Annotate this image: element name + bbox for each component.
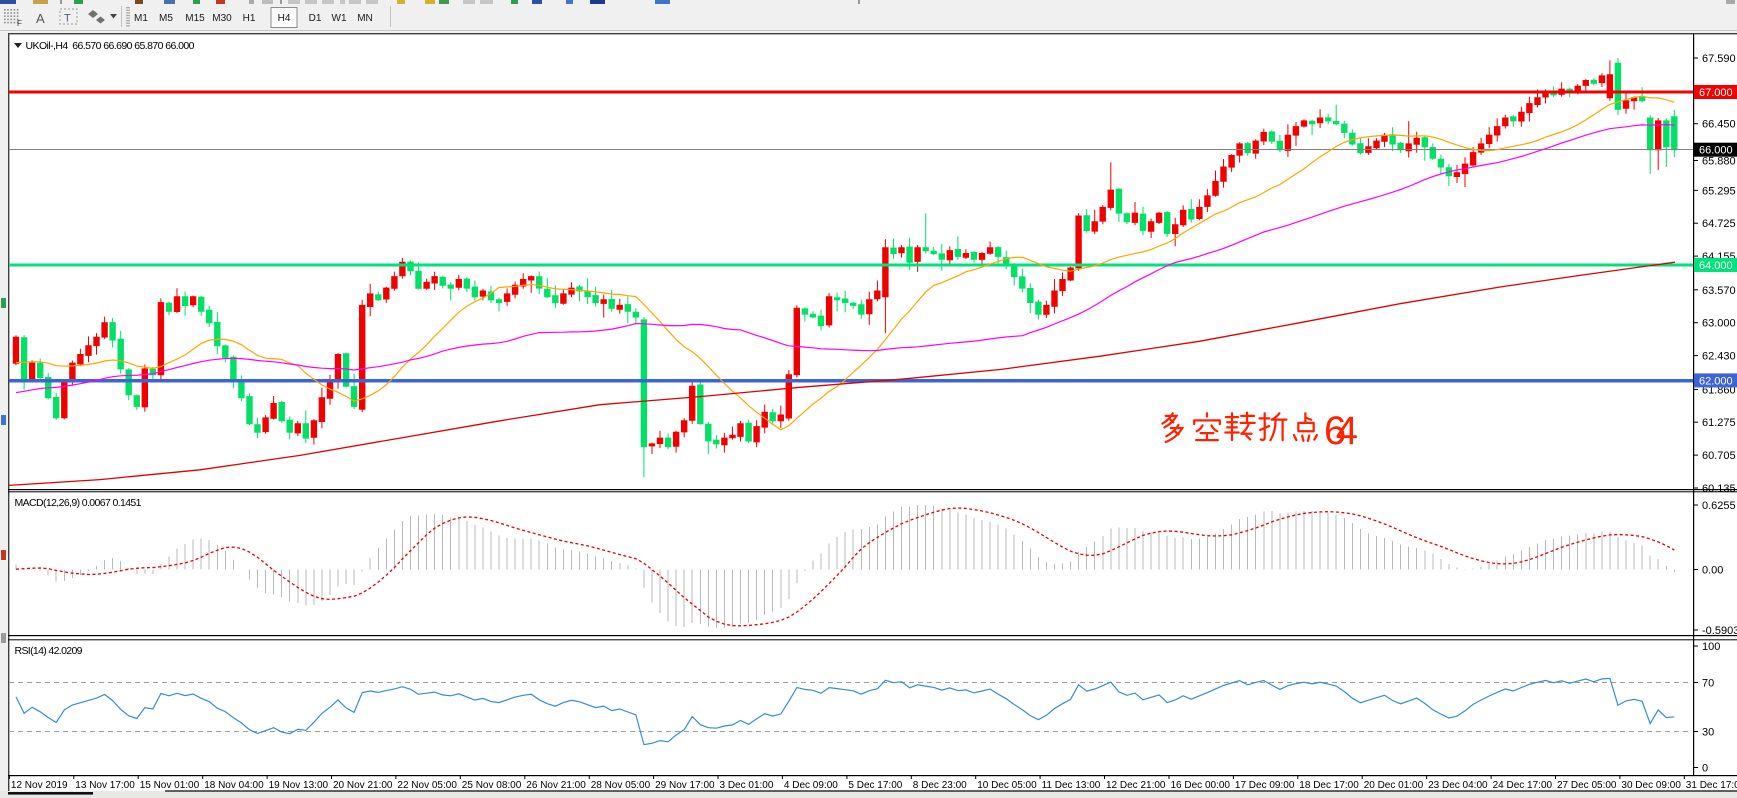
svg-text:12 Dec 21:00: 12 Dec 21:00 (1106, 780, 1166, 791)
svg-text:22 Nov 05:00: 22 Nov 05:00 (397, 780, 457, 791)
svg-text:64.725: 64.725 (1702, 218, 1736, 230)
svg-text:18 Nov 04:00: 18 Nov 04:00 (204, 780, 264, 791)
svg-text:20 Dec 01:00: 20 Dec 01:00 (1364, 780, 1424, 791)
svg-text:67.000: 67.000 (1699, 87, 1733, 99)
svg-text:RSI(14) 42.0209: RSI(14) 42.0209 (15, 645, 83, 657)
svg-text:13 Nov 17:00: 13 Nov 17:00 (75, 780, 135, 791)
svg-text:0.00: 0.00 (1702, 565, 1723, 577)
svg-text:5 Dec 17:00: 5 Dec 17:00 (848, 780, 902, 791)
svg-text:61.275: 61.275 (1702, 417, 1736, 429)
svg-text:0: 0 (1702, 763, 1708, 775)
svg-text:H1: H1 (243, 13, 256, 24)
svg-text:10 Dec 05:00: 10 Dec 05:00 (977, 780, 1037, 791)
svg-text:66.000: 66.000 (1699, 145, 1733, 157)
svg-text:63.000: 63.000 (1702, 318, 1736, 330)
svg-text:8 Dec 23:00: 8 Dec 23:00 (913, 780, 967, 791)
svg-text:11 Dec 13:00: 11 Dec 13:00 (1042, 780, 1101, 791)
svg-text:25 Nov 08:00: 25 Nov 08:00 (462, 780, 522, 791)
svg-text:60.135: 60.135 (1702, 483, 1736, 495)
svg-text:0.6255: 0.6255 (1702, 500, 1736, 512)
svg-text:4 Dec 09:00: 4 Dec 09:00 (784, 780, 838, 791)
svg-text:66.450: 66.450 (1702, 119, 1736, 131)
svg-text:28 Nov 05:00: 28 Nov 05:00 (591, 780, 651, 791)
svg-text:20 Nov 21:00: 20 Nov 21:00 (333, 780, 393, 791)
svg-text:W1: W1 (332, 13, 347, 24)
svg-text:30 Dec 09:00: 30 Dec 09:00 (1621, 780, 1681, 791)
svg-text:MN: MN (357, 13, 373, 24)
svg-text:23 Dec 04:00: 23 Dec 04:00 (1428, 780, 1488, 791)
svg-text:UKOil-,H4 66.570 66.690 65.87: UKOil-,H4 66.570 66.690 65.870 66.000 (26, 40, 195, 52)
svg-text:30: 30 (1702, 727, 1714, 739)
svg-text:3 Dec 01:00: 3 Dec 01:00 (720, 780, 774, 791)
svg-text:19 Nov 13:00: 19 Nov 13:00 (269, 780, 329, 791)
svg-text:62.000: 62.000 (1699, 375, 1733, 387)
svg-text:A: A (36, 11, 45, 26)
svg-text:29 Nov 17:00: 29 Nov 17:00 (655, 780, 715, 791)
svg-text:D1: D1 (309, 13, 322, 24)
svg-text:67.590: 67.590 (1702, 53, 1736, 65)
svg-text:MACD(12,26,9) 0.0067 0.1451: MACD(12,26,9) 0.0067 0.1451 (15, 497, 142, 509)
svg-text:16 Dec 00:00: 16 Dec 00:00 (1171, 780, 1231, 791)
svg-text:100: 100 (1702, 641, 1720, 653)
svg-text:60.705: 60.705 (1702, 450, 1736, 462)
svg-text:F: F (17, 19, 22, 28)
svg-text:63.570: 63.570 (1702, 285, 1736, 297)
svg-text:65.295: 65.295 (1702, 185, 1736, 197)
svg-text:12 Nov 2019: 12 Nov 2019 (11, 780, 68, 791)
svg-text:-0.5903: -0.5903 (1702, 625, 1737, 637)
svg-text:27 Dec 05:00: 27 Dec 05:00 (1557, 780, 1617, 791)
svg-text:15 Nov 01:00: 15 Nov 01:00 (140, 780, 200, 791)
svg-text:64: 64 (1324, 409, 1358, 453)
svg-text:M1: M1 (134, 13, 148, 24)
svg-text:24 Dec 17:00: 24 Dec 17:00 (1493, 780, 1553, 791)
svg-text:18 Dec 17:00: 18 Dec 17:00 (1299, 780, 1359, 791)
svg-text:T: T (64, 13, 71, 25)
svg-text:M5: M5 (159, 13, 173, 24)
svg-text:70: 70 (1702, 678, 1714, 690)
svg-text:31 Dec 17:00: 31 Dec 17:00 (1686, 780, 1737, 791)
svg-text:65.880: 65.880 (1702, 156, 1736, 168)
svg-text:17 Dec 09:00: 17 Dec 09:00 (1235, 780, 1295, 791)
svg-text:M15: M15 (185, 13, 205, 24)
svg-text:M30: M30 (212, 13, 232, 24)
svg-text:62.430: 62.430 (1702, 351, 1736, 363)
svg-text:61.860: 61.860 (1702, 385, 1736, 397)
svg-text:64.000: 64.000 (1699, 260, 1733, 272)
svg-text:26 Nov 21:00: 26 Nov 21:00 (526, 780, 586, 791)
svg-text:H4: H4 (278, 13, 291, 24)
